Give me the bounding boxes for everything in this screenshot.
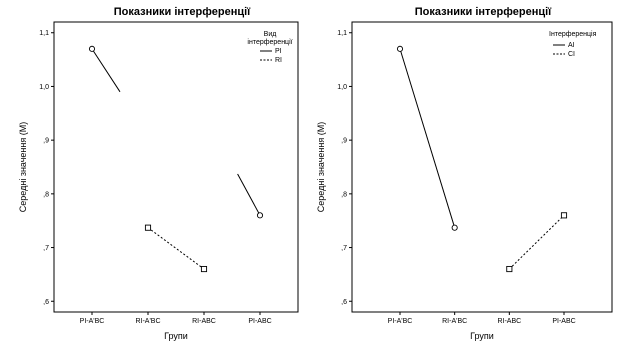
data-point-ri [200,265,208,273]
x-tick-label: PI-ABC [552,318,575,325]
series-line-ci [508,214,565,270]
legend-label-ri: RI [275,57,282,64]
legend-label-ci: CI [568,51,575,58]
legend-title: інтерференції [247,38,292,46]
series-line-pi [237,173,261,216]
y-tick-label: ,7 [43,245,49,252]
y-axis-label: Середні значення (М) [18,122,28,212]
data-point-ri [144,224,152,231]
x-tick-label: RI-A'BC [442,318,467,325]
series-line-ri [147,227,205,270]
y-tick-label: 1,1 [39,30,49,37]
x-axis-label: Групи [470,331,494,341]
chart-left-svg: Показники інтерференції ,6 ,7 ,8 ,9 1,0 1,1 PI-… [18,6,299,341]
x-axis-label: Групи [164,331,188,341]
x-tick-label: PI-ABC [248,318,271,325]
x-tick-label: RI-A'BC [135,318,160,325]
data-point-pi [88,45,96,52]
x-tick-label: PI-A'BC [388,318,413,325]
data-point-ci [506,265,513,273]
data-point-ai [451,224,458,231]
y-tick-label: ,8 [43,191,49,198]
y-tick-label: ,7 [341,245,347,252]
series-line-ai [399,48,456,228]
plot-frame [53,21,299,313]
plot-frame [351,21,613,313]
y-tick-label: ,9 [43,138,49,145]
legend-label-ai: AI [568,42,575,49]
chart-title: Показники інтерференції [114,6,251,18]
series-line-pi [91,48,121,93]
y-axis-label: Середні значення (М) [316,122,326,212]
y-tick-label: 1,0 [39,84,49,91]
y-tick-label: 1,1 [337,30,347,37]
y-tick-label: ,6 [341,299,347,306]
x-tick-label: PI-A'BC [80,318,105,325]
chart-left: Показники інтерференції ,6 ,7 ,8 ,9 1,0 1,1 PI-… [18,6,299,341]
data-point-pi [256,212,264,219]
y-tick-label: ,9 [341,138,347,145]
data-point-ci [560,212,568,219]
y-tick-label: ,6 [43,299,49,306]
chart-right: Показники інтерференції ,6 ,7 ,8 ,9 1,0 1,1 PI-… [311,0,622,345]
chart-right-svg: Показники інтерференції ,6 ,7 ,8 ,9 1,0 1,1 PI-… [316,6,613,341]
y-tick-label: 1,0 [337,84,347,91]
x-tick-label: RI-ABC [192,318,216,325]
y-tick-label: ,8 [341,191,347,198]
legend-title: Інтерференція [549,30,597,38]
legend-title: Вид [264,31,277,38]
data-point-ai [396,45,404,52]
x-tick-label: RI-ABC [497,318,521,325]
chart-title: Показники інтерференції [415,6,552,18]
legend-label-pi: PI [275,48,282,55]
